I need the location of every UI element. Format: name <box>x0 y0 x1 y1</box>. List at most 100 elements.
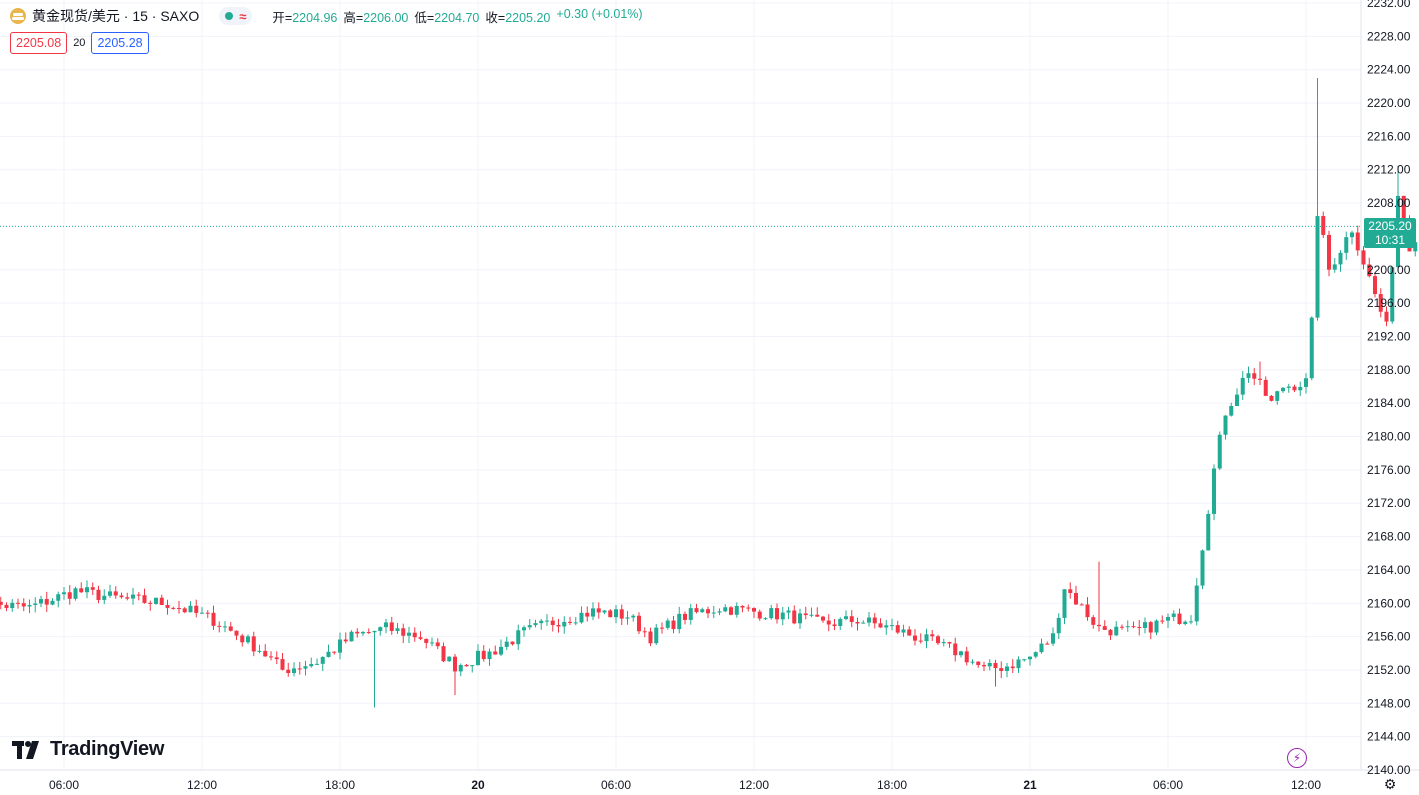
candle-body <box>452 656 458 672</box>
candle-body <box>1367 264 1372 277</box>
time-axis[interactable]: 06:00 12:00 18:00 20 06:00 12:00 18:00 21 06:00 1… <box>49 778 1321 792</box>
x-tick-label: 06:00 <box>49 778 79 792</box>
candle-body <box>1194 585 1199 622</box>
candle-body <box>521 627 527 631</box>
candle <box>987 659 992 671</box>
candle-body <box>682 613 688 620</box>
candle-body <box>1303 378 1309 387</box>
candle <box>585 606 590 622</box>
candle-body <box>941 642 946 644</box>
candle-body <box>441 646 446 662</box>
candle-body <box>481 650 486 660</box>
candle <box>1160 615 1165 624</box>
y-tick-label: 2224.00 <box>1367 63 1411 77</box>
candle-body <box>1338 252 1343 265</box>
candle <box>268 651 274 661</box>
candle-body <box>573 622 578 624</box>
candle-body <box>1229 405 1234 416</box>
sell-button[interactable]: 2205.08 <box>10 32 68 54</box>
candle-body <box>550 620 555 626</box>
candle <box>1119 624 1125 630</box>
candle-body <box>309 664 314 667</box>
candle <box>171 606 176 610</box>
candle-body <box>291 668 297 674</box>
candle <box>705 606 711 619</box>
candle-body <box>1102 626 1107 630</box>
candle <box>941 638 946 647</box>
candle <box>418 631 423 641</box>
tradingview-logo[interactable]: TradingView <box>12 738 164 761</box>
candle-body <box>1114 626 1119 636</box>
market-open-icon <box>225 12 234 20</box>
candle-body <box>84 587 90 593</box>
candle <box>429 637 435 647</box>
candle-body <box>861 622 866 624</box>
candle-body <box>993 662 998 669</box>
lightning-icon[interactable]: ⚡ <box>1287 748 1307 768</box>
candle <box>263 644 268 657</box>
y-tick-label: 2168.00 <box>1367 530 1411 544</box>
gold-symbol-icon[interactable] <box>10 8 26 24</box>
candle <box>792 605 797 625</box>
candle-body <box>1286 386 1291 388</box>
candle <box>889 618 895 631</box>
candle-body <box>740 605 745 608</box>
candle-body <box>815 614 820 617</box>
candle <box>297 661 302 675</box>
candle-body <box>182 608 187 613</box>
x-tick-label: 18:00 <box>877 778 907 792</box>
candle <box>1275 390 1280 405</box>
candle-body <box>596 608 601 613</box>
candle-body <box>1108 629 1113 636</box>
candle <box>550 616 555 632</box>
ohlc-values: 开=2204.96 高=2206.00 低=2204.70 收=2205.20 … <box>272 7 642 26</box>
candle-body <box>826 620 831 625</box>
candle-body <box>1246 373 1251 378</box>
symbol-title[interactable]: 黄金现货/美元 · 15 · SAXO <box>32 8 200 24</box>
candle-body <box>1292 386 1297 391</box>
candle-body <box>401 628 406 636</box>
candle-body <box>470 665 475 667</box>
candle-body <box>142 595 147 603</box>
candle <box>487 648 492 666</box>
candle <box>878 618 883 628</box>
candle-body <box>838 618 843 627</box>
candle-body <box>602 610 607 613</box>
candle-body <box>176 608 182 610</box>
candle-body <box>780 612 785 620</box>
candle <box>475 644 481 666</box>
candle <box>539 618 544 630</box>
candle <box>498 639 504 657</box>
candle-body <box>1263 379 1268 396</box>
candle <box>96 585 101 604</box>
candle-body <box>671 620 676 630</box>
candle <box>1102 620 1107 630</box>
candle <box>1269 394 1274 402</box>
candle-body <box>912 635 918 641</box>
candle <box>1378 288 1383 318</box>
buy-button[interactable]: 2205.28 <box>91 32 149 54</box>
market-status-pill[interactable]: ≈ <box>219 7 253 25</box>
candle-body <box>130 594 136 599</box>
gear-icon[interactable]: ⚙ <box>1383 776 1397 792</box>
candle <box>625 610 630 625</box>
candle <box>251 631 256 657</box>
y-tick-label: 2144.00 <box>1367 730 1411 744</box>
candle <box>470 665 475 673</box>
candle-body <box>889 625 895 627</box>
candle <box>636 612 642 635</box>
candle <box>855 617 860 631</box>
candle-body <box>360 632 366 634</box>
candle-body <box>0 601 3 605</box>
candle <box>1292 384 1297 393</box>
candle <box>1073 585 1079 605</box>
y-tick-label: 2184.00 <box>1367 396 1411 410</box>
candle-body <box>1131 626 1136 628</box>
candle-body <box>1119 626 1125 628</box>
candle-body <box>38 599 44 604</box>
candle <box>527 619 532 630</box>
candle-body <box>613 609 619 618</box>
price-axis[interactable]: 2140.00 2144.00 2148.00 2152.00 2156.00 2160.… <box>1367 0 1411 777</box>
candle <box>326 644 331 658</box>
